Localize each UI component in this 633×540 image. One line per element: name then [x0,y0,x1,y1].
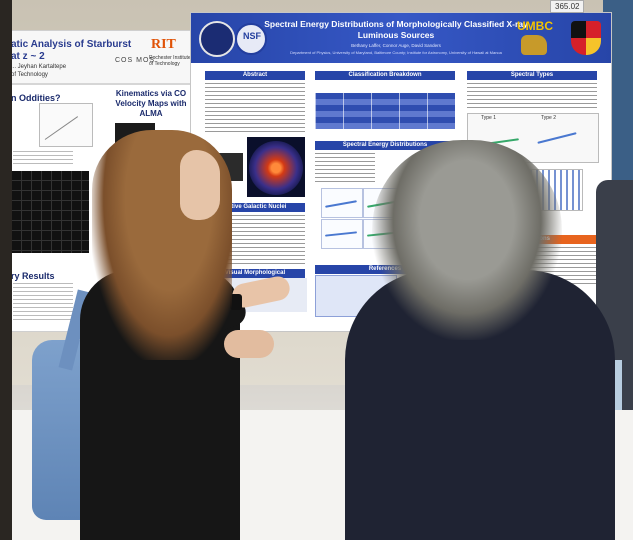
type1-label: Type 1 [481,115,497,121]
presenter-hand-lower [224,330,274,358]
poster-left-title-line1: atic Analysis of Starburst [11,39,132,50]
poster-left-title-line2: at z ~ 2 [11,51,45,62]
poster-left-text-block [13,151,73,167]
cosmos-logo: COS MOS [115,57,156,64]
maryland-shield-icon [571,21,601,55]
umbc-mascot-icon [521,35,547,55]
poster-left-section-oddities: n Oddities? [11,93,61,103]
section-classification-header: Classification Breakdown [315,71,455,80]
poster-left-section-results: ry Results [11,271,55,281]
poster-main-affiliation: Department of Physics, University of Mar… [290,50,502,55]
sed-text [315,153,375,183]
abstract-text [205,83,305,135]
section-agn-header: Active Galactic Nuclei [205,203,305,212]
nsf-logo-text: NSF [243,31,261,41]
spectral-types-text [467,83,597,109]
rit-logo: RIT [151,37,176,52]
poster-main-title-line2: Luminous Sources [357,30,435,40]
umbc-physics-logo [199,21,235,57]
poster-left-header [11,31,193,85]
poster-left-institution: of Technology [11,72,48,78]
section-spectral-types-header: Spectral Types [467,71,597,80]
umbc-logo: UMBC [517,19,553,33]
section-sed-header: Spectral Energy Distributions [315,141,455,150]
classification-table-gridlines [315,93,455,129]
nsf-logo [235,23,267,55]
wristwatch [230,294,242,310]
poster-left-authors: ... Jeyhan Kartaltepe [11,64,67,70]
poster-main-authors: Bethany Laffer, Connor Auge, David Sande… [351,43,441,48]
agn-illustration [249,141,303,195]
rit-subtitle: Rochester Institute of Technology [149,55,191,67]
visitor-hair [372,140,562,340]
poster-left-image-grid [11,171,89,253]
section-abstract-header: Abstract [205,71,305,80]
presenter-face [180,150,220,220]
type2-label: Type 2 [541,115,557,121]
poster-left-results-text [13,283,73,323]
left-edge-frame [0,0,12,540]
board-number-tag: 365.02 [550,0,585,13]
poster-left-section-kinematics: Kinematics via CO Velocity Maps with ALM… [115,89,187,118]
poster-main-title-line1: Spectral Energy Distributions of Morphol… [264,19,528,29]
